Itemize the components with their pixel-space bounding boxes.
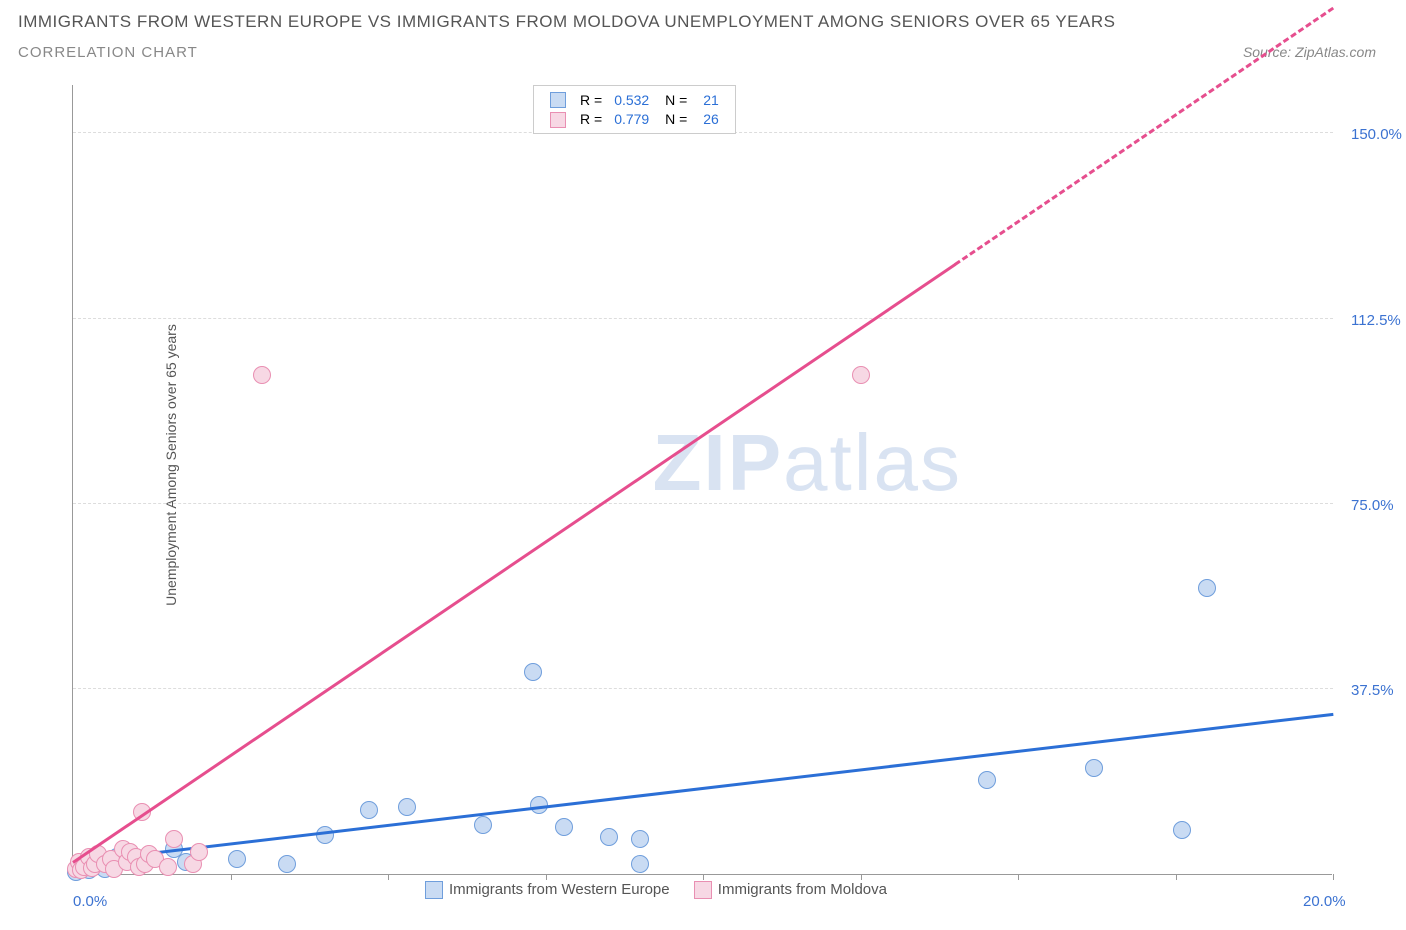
legend-bottom: Immigrants from Western Europe Immigrant… [425,881,887,899]
x-tick [703,874,704,880]
data-point [159,858,177,876]
trend-line [954,7,1334,266]
legend-label: Immigrants from Western Europe [449,881,670,898]
gridline-h [73,503,1333,504]
legend-item: Immigrants from Moldova [694,881,887,899]
data-point [360,801,378,819]
legend-r-value: 0.532 [608,90,655,109]
legend-item: Immigrants from Western Europe [425,881,670,899]
data-point [278,855,296,873]
x-tick [1333,874,1334,880]
watermark: ZIPatlas [653,417,962,509]
x-tick [388,874,389,880]
legend-swatch [550,112,566,128]
legend-swatch [550,92,566,108]
data-point [1173,821,1191,839]
data-point [165,830,183,848]
data-point [978,771,996,789]
legend-stats: R =0.532 N = 21 R =0.779 N = 26 [533,85,736,134]
data-point [190,843,208,861]
data-point [631,830,649,848]
legend-n-value: 26 [693,109,724,128]
legend-r-value: 0.779 [608,109,655,128]
x-tick [546,874,547,880]
x-tick [861,874,862,880]
legend-swatch [425,881,443,899]
x-tick [1176,874,1177,880]
watermark-atlas: atlas [783,418,962,507]
y-tick-label: 150.0% [1351,126,1402,143]
source-label: Source: ZipAtlas.com [1243,44,1376,60]
data-point [398,798,416,816]
data-point [1085,759,1103,777]
legend-swatch [694,881,712,899]
legend-n-label: N = [655,90,693,109]
legend-n-label: N = [655,109,693,128]
legend-n-value: 21 [693,90,724,109]
x-min-label: 0.0% [73,893,107,910]
legend-r-label: R = [574,90,608,109]
data-point [1198,579,1216,597]
scatter-plot: ZIPatlas 37.5%75.0%112.5%150.0%0.0%20.0%… [72,85,1332,875]
gridline-h [73,318,1333,319]
legend-r-label: R = [574,109,608,128]
data-point [228,850,246,868]
y-tick-label: 112.5% [1351,312,1401,329]
legend-label: Immigrants from Moldova [718,881,887,898]
x-max-label: 20.0% [1303,893,1346,910]
data-point [852,366,870,384]
data-point [631,855,649,873]
watermark-zip: ZIP [653,418,783,507]
y-tick-label: 75.0% [1351,497,1394,514]
data-point [253,366,271,384]
chart-title: IMMIGRANTS FROM WESTERN EUROPE VS IMMIGR… [18,12,1115,32]
x-tick [231,874,232,880]
data-point [555,818,573,836]
x-tick [1018,874,1019,880]
gridline-h [73,688,1333,689]
data-point [524,663,542,681]
data-point [600,828,618,846]
y-tick-label: 37.5% [1351,682,1394,699]
data-point [474,816,492,834]
chart-subtitle: CORRELATION CHART [18,44,198,61]
